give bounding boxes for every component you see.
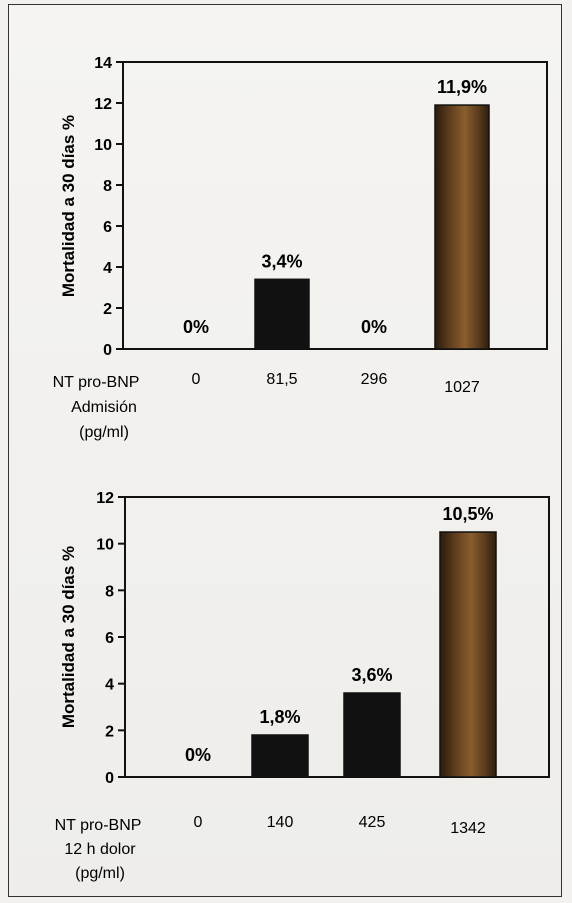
chart-1-category-label: 1027 — [444, 379, 480, 396]
chart-1-y-tick-label: 8 — [103, 178, 112, 195]
chart-1-plot-area — [122, 61, 548, 350]
chart-1-bar — [434, 104, 490, 350]
chart-1-data-label: 0% — [183, 317, 209, 337]
chart-2-y-tick-label: 0 — [105, 770, 114, 787]
chart-1-bar — [254, 278, 310, 350]
chart-1-category-label: 0 — [192, 371, 201, 388]
chart-2-category-label: 1342 — [450, 820, 486, 837]
chart-1-x-axis-label-line-2: Admisión — [71, 399, 137, 416]
chart-2-y-tick-label: 12 — [96, 490, 114, 507]
chart-1-data-label: 3,4% — [261, 251, 302, 271]
chart-2-x-axis-label-line-3: (pg/ml) — [75, 865, 125, 882]
chart-2-category-label: 140 — [267, 814, 294, 831]
chart-1-y-tick-label: 0 — [103, 342, 112, 359]
chart-1-category-label: 296 — [361, 371, 388, 388]
chart-1-y-tick-label: 14 — [94, 55, 112, 72]
chart-2-x-axis-label-line-2: 12 h dolor — [64, 841, 136, 858]
chart-1-y-axis-label: Mortalidad a 30 días % — [59, 115, 78, 297]
chart-1-y-tick-label: 12 — [94, 96, 112, 113]
chart-2-x-axis-label-line-1: NT pro-BNP — [55, 817, 142, 834]
chart-2-category-label: 0 — [194, 814, 203, 831]
chart-2-bar — [439, 531, 497, 778]
chart-2-data-label: 1,8% — [259, 707, 300, 727]
chart-2-data-label: 10,5% — [442, 504, 493, 524]
chart-2-category-label: 425 — [359, 814, 386, 831]
chart-1-y-tick-label: 6 — [103, 219, 112, 236]
chart-2-data-label: 0% — [185, 745, 211, 765]
chart-2-bar — [343, 692, 401, 778]
chart-1-category-label: 81,5 — [266, 371, 297, 388]
chart-1: 0 2 4 6 8 10 12 14 0% 3,4% 0% 11,9% 0 81,5 296 1027 M… — [53, 55, 548, 441]
chart-2-y-tick-label: 8 — [105, 583, 114, 600]
chart-2-data-label: 3,6% — [351, 665, 392, 685]
chart-2-y-tick-label: 4 — [105, 677, 114, 694]
chart-1-data-label: 11,9% — [437, 77, 487, 97]
chart-2-y-axis-label: Mortalidad a 30 días % — [59, 546, 78, 728]
chart-1-y-tick-label: 10 — [94, 137, 112, 154]
chart-2: 0 2 4 6 8 10 12 0% 1,8% 3,6% 10,5% 0 140 425 1342 Mo… — [55, 490, 550, 882]
chart-1-data-label: 0% — [361, 317, 387, 337]
chart-1-x-axis-label-line-1: NT pro-BNP — [53, 374, 140, 391]
chart-2-y-tick-label: 10 — [96, 537, 114, 554]
chart-1-y-tick-label: 2 — [103, 301, 112, 318]
chart-1-x-axis-label-line-3: (pg/ml) — [79, 424, 129, 441]
chart-1-y-tick-label: 4 — [103, 260, 112, 277]
chart-2-y-tick-label: 2 — [105, 723, 114, 740]
chart-2-bar — [251, 734, 309, 778]
chart-2-y-tick-label: 6 — [105, 630, 114, 647]
